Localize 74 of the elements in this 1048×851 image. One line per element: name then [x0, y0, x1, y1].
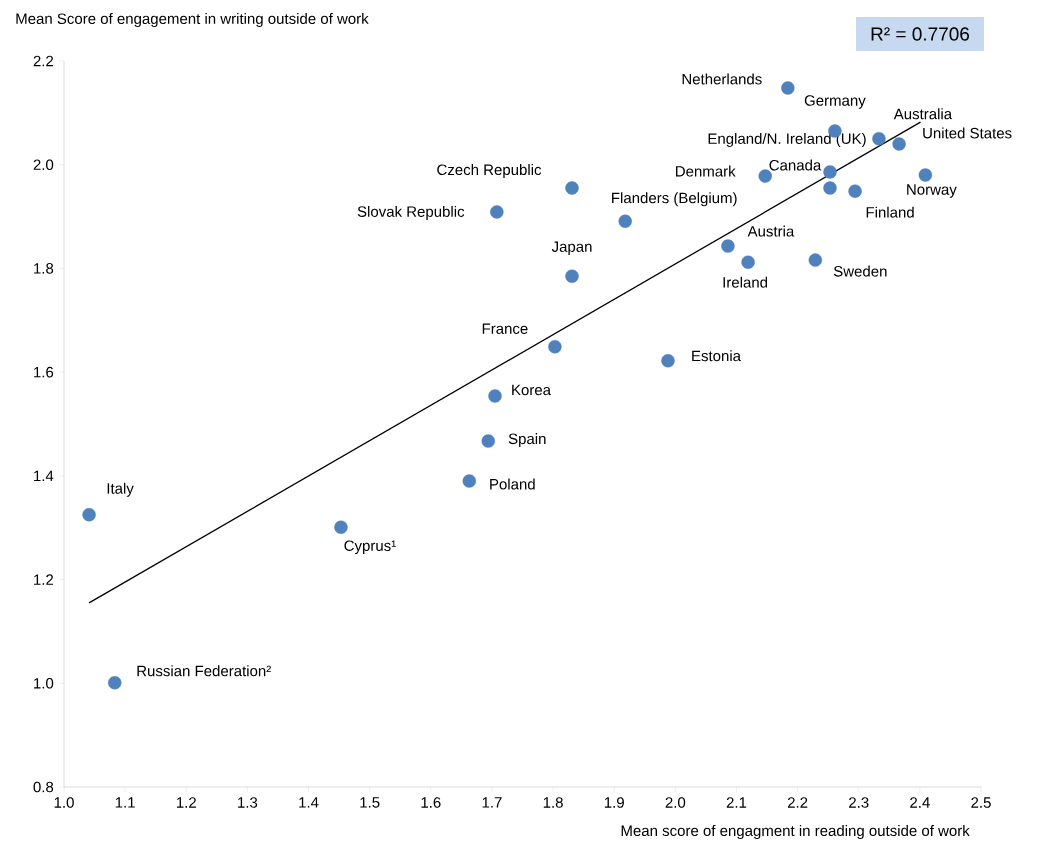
point: [781, 81, 795, 95]
annotation: Finland: [866, 206, 914, 218]
point: [892, 137, 906, 151]
y-tick-label: 1.8: [34, 263, 54, 274]
point: [918, 168, 933, 182]
y-axis-title: Mean Score of engagement in writing outside of work: [16, 13, 369, 27]
text: R² = 0.7706: [871, 27, 970, 41]
annotation: Canada: [769, 159, 822, 171]
annotation: Italy: [107, 482, 134, 497]
point: [758, 169, 772, 183]
point: [808, 253, 823, 267]
x-tick-label: 1.0: [54, 797, 74, 808]
point: [823, 165, 837, 179]
annotation: Cyprus¹: [344, 540, 396, 554]
x-tick-label: 1.4: [299, 797, 319, 808]
y-tick-label: 0.8: [33, 781, 54, 793]
y-tick-label: 1.2: [34, 574, 54, 585]
point: [548, 340, 562, 354]
point: [661, 354, 675, 368]
point: [565, 181, 579, 195]
x-tick-label: 2.0: [665, 797, 686, 808]
annotation: Flanders (Belgium): [612, 192, 737, 207]
point: [488, 389, 502, 403]
point: [462, 474, 477, 488]
y-tick-label: 2.0: [33, 159, 54, 171]
annotation: Sweden: [833, 265, 887, 277]
x-tick-label: 2.5: [971, 797, 991, 808]
point: [490, 205, 504, 219]
y-tick-label: 1.6: [34, 366, 54, 378]
annotation: Ireland: [723, 276, 768, 288]
annotation: Netherlands: [682, 73, 762, 85]
point: [82, 508, 96, 522]
annotation: Australia: [893, 108, 953, 120]
x-tick-label: 1.8: [543, 797, 563, 808]
annotation: Denmark: [676, 165, 736, 177]
x-tick-label: 1.3: [238, 797, 258, 808]
annotation: Czech Republic: [437, 164, 542, 179]
x-tick-label: 2.1: [726, 797, 747, 808]
annotation: Norway: [907, 184, 957, 198]
annotation: Austria: [747, 225, 795, 237]
annotation: Japan: [551, 241, 592, 255]
point: [741, 255, 755, 269]
point: [618, 214, 632, 228]
x-tick-label: 1.9: [604, 797, 624, 808]
x-tick-label: 2.4: [910, 797, 930, 808]
annotation: United States: [923, 127, 1012, 139]
annotation: Poland: [490, 478, 535, 490]
annotation: France: [482, 323, 528, 334]
point: [481, 434, 495, 448]
point: [334, 520, 348, 534]
point: [721, 239, 735, 253]
y-tick-label: 2.2: [33, 55, 54, 67]
point: [108, 676, 122, 690]
point: [823, 181, 837, 195]
annotation: Korea: [512, 384, 552, 396]
annotation: Spain: [508, 433, 546, 448]
x-axis-title: Mean score of engagment in reading outside of work: [621, 825, 970, 839]
point: [848, 184, 862, 198]
annotation: Germany: [804, 95, 866, 109]
x-tick-label: 2.3: [849, 797, 869, 808]
x-tick-label: 1.1: [115, 797, 135, 808]
annotation: England/N. Ireland (UK): [708, 132, 866, 147]
annotation: Russian Federation²: [137, 665, 271, 677]
y-tick-label: 1.0: [34, 677, 54, 689]
annotation: Slovak Republic: [357, 205, 465, 220]
x-tick-label: 1.6: [421, 797, 441, 808]
y-tick-label: 1.4: [34, 470, 54, 482]
x-tick-label: 1.5: [360, 797, 380, 808]
x-tick-label: 1.7: [482, 797, 502, 808]
x-tick-label: 1.2: [176, 797, 196, 808]
point: [565, 269, 579, 283]
annotation: Estonia: [692, 350, 742, 362]
x-tick-label: 2.2: [787, 797, 808, 808]
point: [872, 132, 886, 146]
